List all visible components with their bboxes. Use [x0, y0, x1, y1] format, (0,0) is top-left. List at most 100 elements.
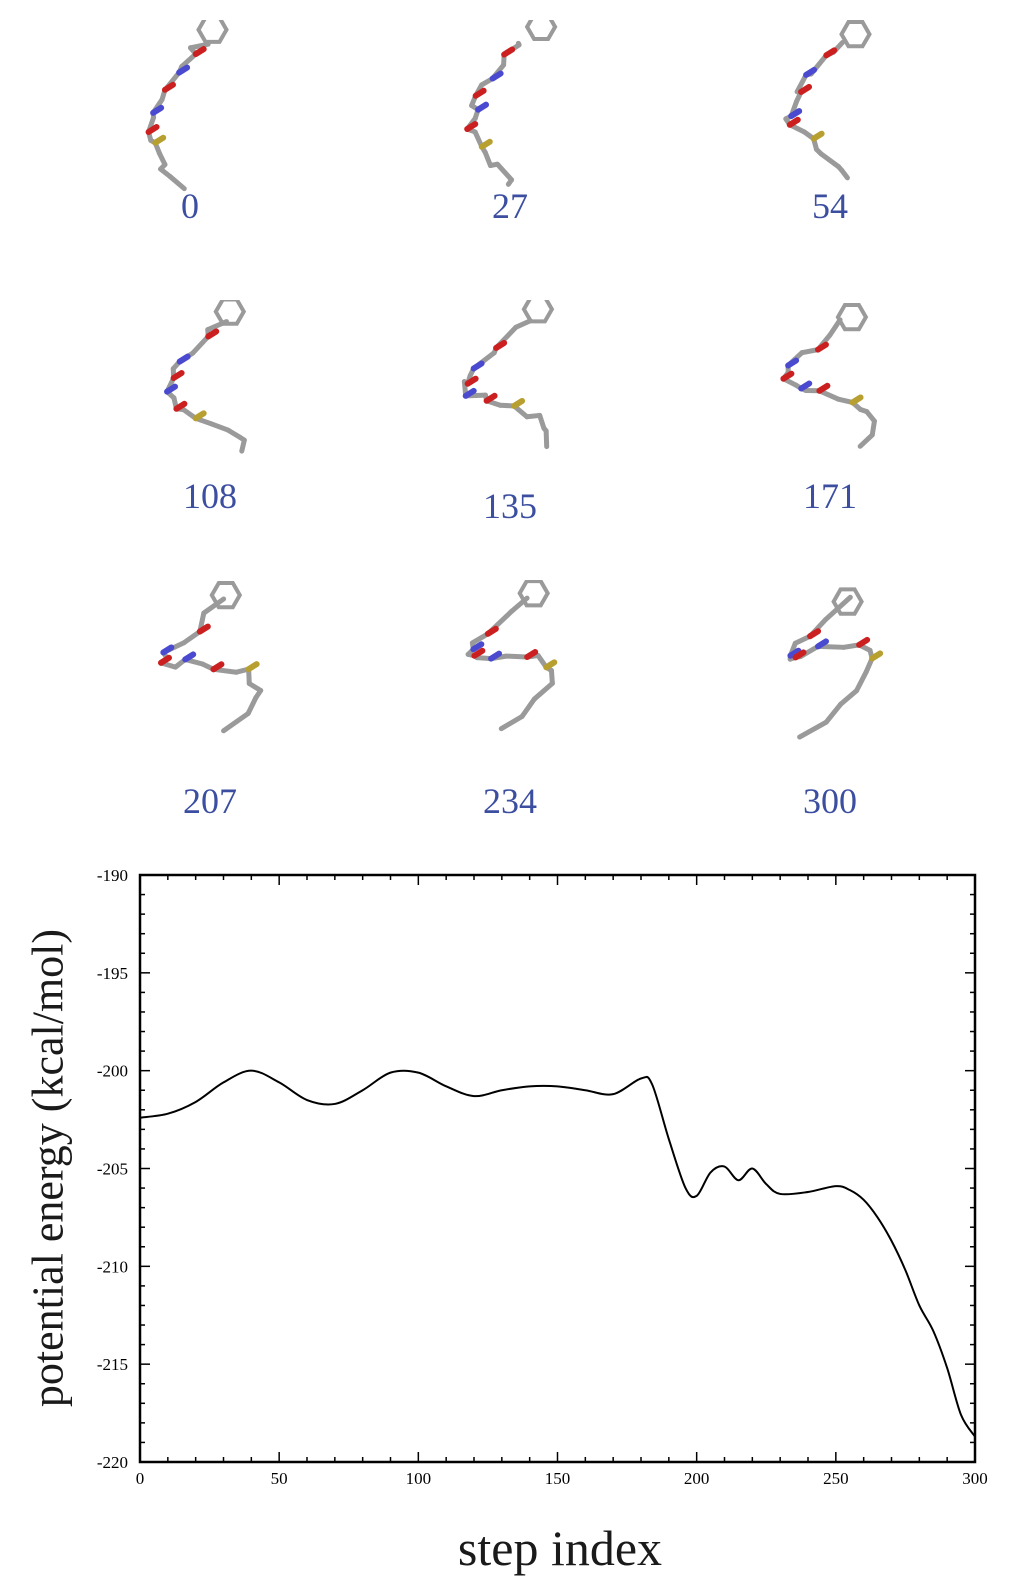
snapshot-step-label: 207: [183, 781, 237, 821]
atom-highlight: [462, 387, 477, 399]
x-tick-label: 0: [136, 1469, 145, 1488]
atom-highlight: [196, 623, 211, 635]
phenyl-ring: [839, 20, 872, 49]
snapshot: 207: [110, 580, 310, 830]
phenyl-ring: [196, 20, 229, 44]
bond: [531, 680, 555, 702]
molecule-structure-image: [145, 20, 229, 192]
y-tick-label: -215: [97, 1355, 128, 1374]
x-tick-label: 100: [406, 1469, 432, 1488]
atom-highlight: [501, 46, 516, 58]
bond: [179, 51, 199, 69]
atom-highlight: [798, 380, 813, 392]
x-tick-label: 50: [271, 1469, 288, 1488]
molecule-structure-image: [787, 587, 884, 740]
x-tick-label: 200: [684, 1469, 710, 1488]
snapshot: 135: [410, 300, 610, 550]
atom-highlight: [470, 641, 485, 653]
phenyl-ring: [521, 300, 555, 324]
bond: [221, 711, 251, 734]
atom-highlight: [810, 130, 825, 142]
atom-highlight: [176, 64, 191, 76]
atom-highlight: [210, 661, 225, 673]
atom-highlight: [814, 341, 829, 353]
phenyl-ring: [209, 581, 243, 610]
atom-highlight: [493, 339, 508, 351]
plot-frame: [138, 873, 977, 1464]
bond: [794, 72, 809, 95]
molecule-structure-image: [464, 20, 558, 187]
atom-highlight: [849, 394, 864, 406]
y-tick-label: -195: [97, 964, 128, 983]
molecule-structure-image: [780, 303, 877, 449]
snapshot: 108: [110, 300, 310, 550]
x-tick-label: 300: [962, 1469, 988, 1488]
snapshot: 171: [730, 300, 930, 550]
phenyl-ring: [835, 303, 869, 332]
bond: [190, 333, 211, 356]
phenyl-ring: [831, 587, 864, 616]
atom-highlight: [475, 101, 490, 113]
bond: [823, 701, 843, 725]
y-tick-label: -205: [97, 1160, 128, 1179]
bond: [854, 668, 869, 694]
snapshot-step-label: 171: [803, 476, 857, 516]
atom-highlight: [786, 116, 801, 128]
y-tick-label: -200: [97, 1062, 128, 1081]
atom-highlight: [489, 70, 504, 82]
bond: [837, 688, 860, 707]
bond: [513, 318, 533, 330]
atom-highlight: [478, 138, 493, 150]
bond: [503, 653, 530, 660]
atom-highlight: [823, 47, 838, 59]
y-tick-label: -220: [97, 1453, 128, 1472]
atom-highlight: [511, 397, 526, 409]
atom-highlight: [192, 46, 207, 58]
bond: [857, 432, 875, 449]
snapshot-step-label: 234: [483, 781, 537, 821]
snapshot: 0: [90, 20, 290, 270]
atom-highlight: [815, 638, 830, 650]
atom-highlight: [787, 647, 802, 659]
conformation-snapshots: 0 27 54 108 135 171 207 234 300: [90, 20, 930, 830]
bond: [797, 719, 829, 740]
atom-highlight: [145, 123, 160, 135]
snapshot-step-label: 300: [803, 781, 857, 821]
atom-highlight: [150, 104, 165, 116]
atom-highlight: [484, 625, 499, 637]
atom-highlight: [152, 134, 167, 146]
bond: [505, 177, 515, 187]
bond: [498, 714, 525, 732]
molecule-structure-image: [465, 580, 558, 732]
bond: [201, 596, 227, 616]
bond: [167, 174, 187, 192]
molecule-structure-image: [783, 20, 872, 181]
y-tick-label: -210: [97, 1257, 128, 1276]
bond: [839, 168, 850, 181]
atom-highlight: [803, 66, 818, 78]
y-tick-label: -190: [97, 866, 128, 885]
atom-highlight: [798, 83, 813, 95]
bond: [543, 428, 550, 450]
atom-highlight: [170, 370, 185, 382]
snapshot: 54: [730, 20, 930, 270]
snapshot-step-label: 54: [812, 186, 848, 226]
bond: [519, 696, 537, 720]
atom-highlight: [464, 121, 479, 133]
atom-highlight: [157, 654, 172, 666]
bond: [187, 41, 211, 51]
atom-highlight: [780, 370, 795, 382]
bond: [494, 161, 515, 183]
atom-highlight: [807, 628, 822, 640]
atom-highlight: [816, 382, 831, 394]
bond: [827, 317, 843, 338]
phenyl-ring: [213, 300, 247, 326]
atom-highlight: [543, 659, 558, 671]
energy-series-line: [139, 1069, 976, 1438]
molecule-structure-image: [157, 581, 264, 734]
atom-highlight: [173, 400, 188, 412]
atom-highlight: [176, 353, 191, 365]
atom-highlight: [182, 651, 197, 663]
snapshot-step-label: 27: [492, 186, 528, 226]
snapshot: 300: [730, 580, 930, 830]
